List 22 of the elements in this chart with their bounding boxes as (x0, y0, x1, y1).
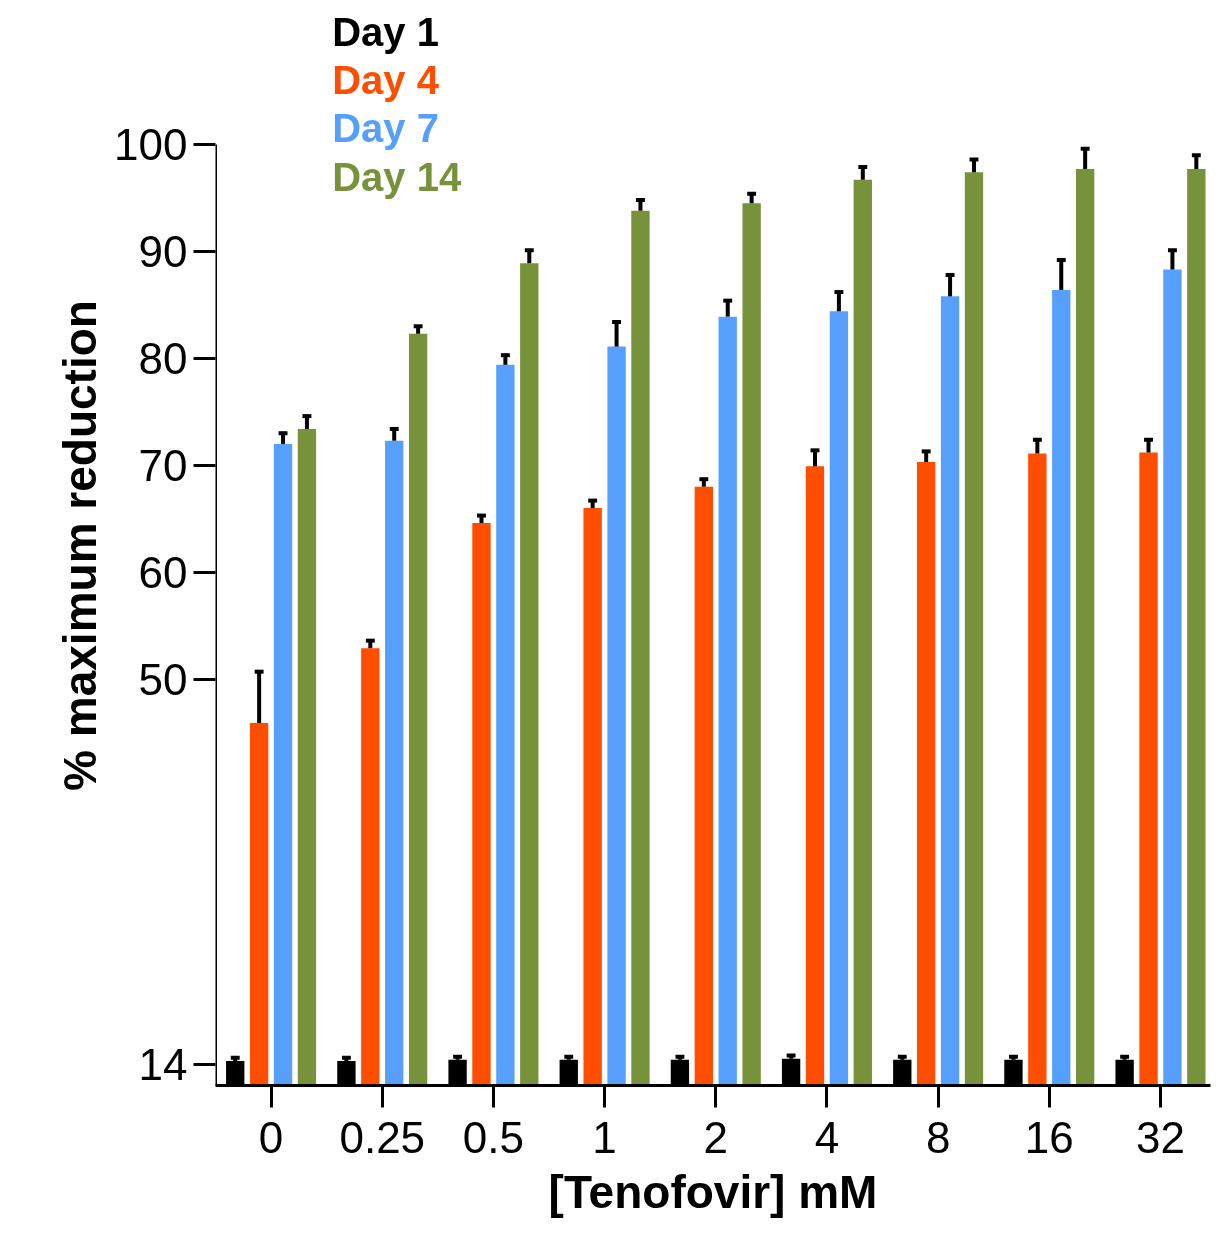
y-tick-label: 14 (138, 1039, 188, 1089)
y-tick-label: 100 (114, 120, 188, 170)
x-tick-label: 2 (703, 1112, 729, 1162)
y-axis-title: % maximum reduction (54, 300, 107, 791)
x-axis-title: [Tenofovir] mM (548, 1165, 878, 1218)
x-tick-label: 8 (925, 1112, 951, 1162)
y-tick-label: 80 (138, 333, 188, 383)
x-tick-label: 0 (258, 1112, 284, 1162)
text: Day 4 (332, 58, 440, 103)
y-tick-label: 60 (138, 547, 188, 597)
x-tick-label: 4 (814, 1112, 840, 1162)
y-tick-label: 50 (138, 654, 188, 704)
y-tick-label: 90 (138, 226, 188, 276)
text: Day 14 (332, 154, 462, 199)
x-tick-label: 16 (1024, 1112, 1074, 1162)
x-tick-label: 1 (592, 1112, 617, 1162)
y-tick-label: 70 (138, 440, 188, 490)
x-tick-label: 32 (1136, 1112, 1185, 1162)
text: Day 7 (332, 106, 439, 151)
x-tick-label: 0.25 (339, 1112, 426, 1162)
text: Day 1 (332, 10, 439, 55)
x-tick-label: 0.5 (462, 1112, 525, 1162)
